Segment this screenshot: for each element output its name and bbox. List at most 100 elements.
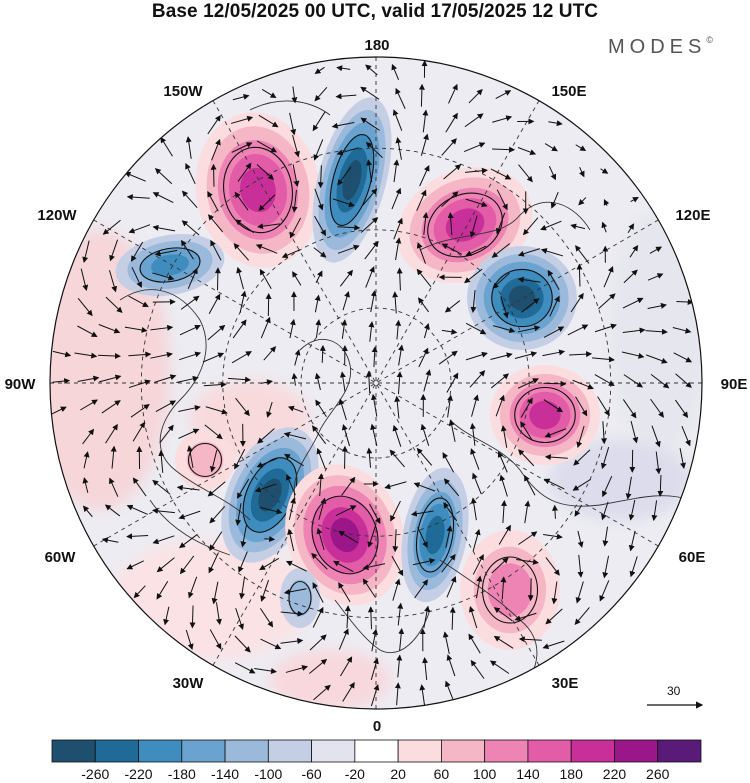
wind-vector [469,215,478,238]
wind-vector [524,474,536,496]
wind-vector [645,354,668,364]
wind-vector [489,660,510,674]
wind-vector [152,535,175,545]
wind-vector [109,239,119,262]
wind-vector [179,555,195,575]
wind-vector [101,537,119,544]
colorbar-cell [138,739,183,763]
wind-vector [544,454,568,461]
logo-text: MODES [608,36,707,58]
wind-vector [518,164,533,183]
wind-vector [283,431,307,440]
wind-vector [630,421,639,444]
wind-vector [156,557,175,573]
wind-vector [672,327,692,334]
colorbar-cell [181,739,226,763]
wind-vector [128,295,149,308]
wind-vector [492,115,513,123]
wind-vector [441,138,457,156]
colorbar-cell [440,739,486,763]
wind-vector [572,379,594,390]
wind-vector [418,83,425,107]
wind-vector [444,300,461,313]
wind-vector [258,194,276,211]
wind-vector [681,426,691,447]
wind-vector [185,162,196,184]
wind-vector [314,86,328,102]
wind-vector [208,293,221,315]
colorbar-cell [224,739,269,763]
wind-vector [622,297,644,309]
wind-vector [675,373,692,388]
wind-vector [152,479,171,495]
wind-vector [77,325,98,337]
wind-vector [263,346,277,361]
wind-vector [579,167,585,178]
wind-vector [204,424,223,440]
wind-vector [443,164,462,180]
wind-vector [413,482,436,492]
wind-vector [313,684,331,701]
wind-vector [341,476,356,496]
anomaly-contour-fill [487,563,533,617]
modes-logo: MODES© [608,35,713,59]
wind-vector [367,525,376,548]
wind-vector [647,302,667,309]
wind-vector [567,324,589,336]
wind-vector [77,375,100,382]
wind-vector [338,398,347,421]
wind-vector [384,481,407,490]
wind-vector [130,241,144,262]
wind-vectors [51,60,694,707]
wind-vector [501,499,507,523]
wind-vector [441,328,458,335]
wind-vector [152,272,175,281]
wind-vector [392,529,399,553]
wind-vector [416,447,433,466]
wind-vector [518,449,535,467]
wind-vector [657,474,664,497]
wind-vector [365,370,372,393]
wind-vector [389,449,405,468]
wind-vector [82,505,93,518]
wind-vector [627,223,635,234]
wind-vector [469,422,476,446]
wind-vector [318,497,327,520]
wind-vector [133,585,146,599]
wind-vector [443,502,458,522]
wind-vector [336,147,359,156]
wind-vector [527,578,534,602]
wind-vector [331,121,355,129]
wind-vector [570,292,584,313]
wind-vector [215,602,222,626]
wind-vector [542,349,566,357]
anomaly-contour-line [491,268,553,328]
wind-vector [576,425,585,449]
wind-vector [104,504,121,517]
wind-vector [549,295,560,317]
wind-vector [362,578,376,598]
wind-vector [544,428,567,438]
wind-vector [543,399,564,413]
wind-vector [498,524,511,545]
wind-vector [240,524,248,548]
wind-vector [287,405,304,413]
wind-vector [551,581,558,605]
colorbar-tick-label: -140 [211,766,239,782]
wind-vector [472,553,484,575]
wind-vector [312,425,327,445]
colorbar-tick-label: 180 [560,766,584,782]
wind-vector [230,115,254,124]
wind-vector [548,120,563,127]
wind-vector [235,219,255,234]
colorbar-cell [657,739,702,763]
wind-vector [342,291,350,311]
wind-vector [649,246,663,254]
wind-vector [465,245,487,256]
wind-vector [577,530,584,548]
wind-vector [108,270,118,293]
wind-vector [392,424,402,447]
colorbar-tick-label: -100 [254,766,282,782]
wind-vector [207,324,226,341]
wind-vector [464,268,483,284]
